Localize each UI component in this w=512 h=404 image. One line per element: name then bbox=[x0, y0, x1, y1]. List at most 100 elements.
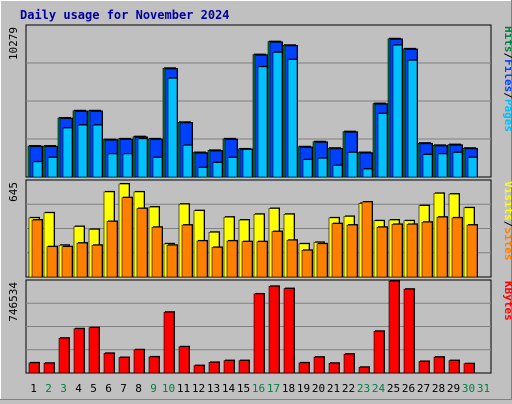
bar-pages bbox=[392, 44, 403, 178]
bar-pages bbox=[107, 153, 118, 178]
day-label: 15 bbox=[237, 382, 250, 395]
bar-sites bbox=[271, 231, 283, 278]
bar-kbytes bbox=[448, 360, 460, 374]
day-label: 6 bbox=[105, 382, 112, 395]
day-label: 5 bbox=[90, 382, 97, 395]
day-label: 28 bbox=[432, 382, 445, 395]
bar-kbytes bbox=[208, 362, 220, 374]
day-label: 31 bbox=[477, 382, 490, 395]
bar-sites bbox=[166, 244, 178, 278]
bar-sites bbox=[241, 241, 253, 278]
bar-kbytes bbox=[298, 362, 310, 374]
day-label: 13 bbox=[207, 382, 220, 395]
day-label: 2 bbox=[45, 382, 52, 395]
bar-kbytes bbox=[163, 311, 175, 374]
bar-pages bbox=[362, 168, 373, 178]
day-label: 20 bbox=[312, 382, 325, 395]
bar-pages bbox=[212, 162, 223, 178]
bar-kbytes bbox=[433, 356, 445, 374]
bar-pages bbox=[152, 157, 163, 178]
bar-kbytes bbox=[343, 353, 355, 374]
bar-kbytes bbox=[28, 362, 40, 374]
panel-top-legend: Hits/Files/Pages bbox=[502, 26, 512, 132]
panel-mid-legend: Visits/Sites bbox=[502, 181, 512, 261]
legend-slash: / bbox=[502, 92, 512, 99]
bar-kbytes bbox=[148, 356, 160, 374]
legend-files: Files bbox=[502, 59, 512, 92]
day-label: 29 bbox=[447, 382, 460, 395]
bar-kbytes bbox=[388, 280, 400, 374]
panel-mid: 645 Visits/Sites bbox=[7, 179, 512, 278]
day-label: 18 bbox=[282, 382, 295, 395]
bar-sites bbox=[121, 197, 133, 278]
bar-sites bbox=[286, 239, 298, 278]
legend-visits: Visits bbox=[502, 181, 512, 221]
day-label: 27 bbox=[417, 382, 430, 395]
bar-pages bbox=[272, 52, 283, 178]
day-label: 16 bbox=[252, 382, 265, 395]
bar-sites bbox=[136, 208, 148, 278]
bar-sites bbox=[316, 243, 328, 278]
bar-pages bbox=[467, 157, 478, 178]
legend-kbytes: KBytes bbox=[502, 281, 512, 321]
day-label: 21 bbox=[327, 382, 340, 395]
bar-sites bbox=[391, 224, 403, 278]
bar-pages bbox=[122, 153, 133, 178]
day-label: 12 bbox=[192, 382, 205, 395]
day-label: 11 bbox=[177, 382, 190, 395]
bar-kbytes bbox=[253, 293, 265, 374]
bar-sites bbox=[226, 240, 238, 278]
bar-pages bbox=[332, 165, 343, 178]
bar-kbytes bbox=[358, 366, 370, 374]
bar-sites bbox=[451, 217, 463, 278]
day-label: 17 bbox=[267, 382, 280, 395]
bar-sites bbox=[106, 221, 118, 278]
bar-pages bbox=[407, 60, 418, 178]
day-label: 26 bbox=[402, 382, 415, 395]
bar-pages bbox=[287, 59, 298, 178]
day-labels: 1 2 3 4 5 6 7 8 9 10 11 12 13 14 15 16 17 18 19 20 21 22 23 24 2… bbox=[30, 382, 490, 395]
bar-pages bbox=[227, 157, 238, 178]
panel-bottom: 746534 KBytes bbox=[7, 279, 512, 374]
bar-pages bbox=[242, 149, 253, 178]
bar-sites bbox=[331, 223, 343, 278]
day-label: 10 bbox=[162, 382, 175, 395]
day-label: 23 bbox=[357, 382, 370, 395]
bar-sites bbox=[361, 201, 373, 278]
bar-sites bbox=[196, 240, 208, 278]
bar-pages bbox=[437, 153, 448, 178]
legend-pages: Pages bbox=[502, 99, 512, 132]
bar-pages bbox=[347, 152, 358, 178]
bar-kbytes bbox=[223, 360, 235, 374]
day-label: 25 bbox=[387, 382, 400, 395]
bar-kbytes bbox=[373, 330, 385, 374]
day-label: 19 bbox=[297, 382, 310, 395]
bar-pages bbox=[47, 157, 58, 178]
bar-sites bbox=[181, 224, 193, 278]
day-label: 4 bbox=[75, 382, 82, 395]
bar-kbytes bbox=[418, 361, 430, 374]
bar-sites bbox=[256, 241, 268, 278]
bar-kbytes bbox=[238, 360, 250, 374]
bar-kbytes bbox=[133, 349, 145, 374]
bar-sites bbox=[346, 224, 358, 278]
bar-pages bbox=[92, 124, 103, 178]
panel-bottom-max-label: 746534 bbox=[7, 282, 20, 322]
bar-sites bbox=[466, 224, 478, 278]
bar-pages bbox=[137, 138, 148, 178]
bar-pages bbox=[257, 66, 268, 178]
bar-sites bbox=[211, 247, 223, 278]
bar-kbytes bbox=[58, 337, 70, 374]
day-label: 8 bbox=[135, 382, 142, 395]
day-label: 22 bbox=[342, 382, 355, 395]
bar-kbytes bbox=[43, 362, 55, 374]
day-label: 3 bbox=[60, 382, 67, 395]
day-label: 1 bbox=[30, 382, 37, 395]
legend-sites: Sites bbox=[502, 227, 512, 260]
bar-pages bbox=[452, 152, 463, 178]
bar-pages bbox=[317, 157, 328, 178]
bar-kbytes bbox=[193, 365, 205, 374]
